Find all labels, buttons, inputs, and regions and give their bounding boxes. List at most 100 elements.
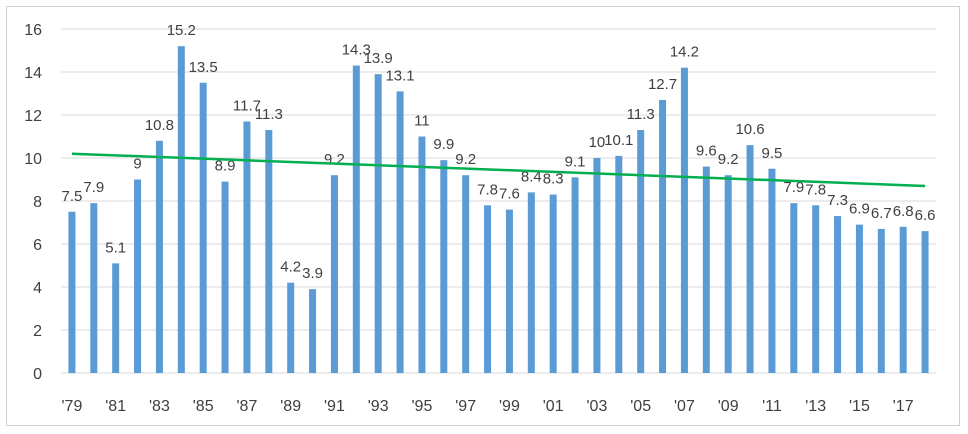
bar [330,175,338,373]
bar [615,155,623,373]
x-tick-label: '07 [674,398,695,415]
data-label: 14.3 [342,42,371,59]
bar [812,205,820,373]
x-tick-label: '95 [412,398,433,415]
data-label: 9.2 [718,151,739,168]
x-tick-label: '01 [543,398,564,415]
bar [921,231,929,373]
bar [396,91,404,373]
data-label: 7.3 [827,192,848,209]
bar [309,289,317,373]
data-label: 11.3 [627,106,655,123]
bar [680,67,688,373]
bar [549,194,557,373]
bar [484,205,492,373]
bar [462,175,470,373]
data-label: 3.9 [302,265,323,282]
data-label: 10.6 [735,121,764,138]
x-tick-label: '97 [455,398,476,415]
data-label: 7.9 [783,179,804,196]
bar [877,228,885,373]
data-label: 8.4 [521,168,542,185]
x-tick-label: '87 [237,398,258,415]
x-tick-label: '93 [368,398,389,415]
bar [593,158,601,373]
data-label: 5.1 [105,239,126,256]
data-label: 9.6 [696,143,717,160]
bar [221,181,229,373]
data-label: 9.1 [565,153,586,170]
bar [834,216,842,373]
data-label: 7.8 [805,181,826,198]
data-label: 7.8 [477,181,498,198]
data-label: 11.7 [233,97,261,114]
bar [112,263,120,373]
bar [418,136,426,373]
data-label: 6.7 [871,205,892,222]
bar [177,46,185,373]
bar [155,140,163,373]
x-tick-label: '13 [805,398,826,415]
y-tick-label: 4 [33,280,42,297]
y-tick-label: 14 [24,65,42,82]
x-tick-label: '09 [718,398,739,415]
chart-area [6,6,960,426]
data-label: 11 [414,113,430,130]
data-label: 4.2 [280,259,301,276]
data-label: 14.2 [670,44,699,61]
bar [746,145,754,373]
data-label: 10.1 [604,132,633,149]
bar [199,82,207,373]
data-label: 7.9 [83,179,104,196]
bar [790,203,798,373]
x-tick-label: '05 [630,398,651,415]
data-label: 12.7 [648,76,677,93]
y-tick-label: 0 [33,366,42,383]
bar [90,203,98,373]
bar [440,160,448,373]
bar [352,65,360,374]
y-tick-label: 12 [24,108,42,125]
y-tick-label: 8 [33,194,42,211]
bar [527,192,535,373]
data-label: 8.9 [215,158,236,175]
bar [899,226,907,373]
data-label: 8.3 [543,171,564,188]
bar [134,179,142,373]
bar [702,166,710,373]
x-tick-label: '17 [893,398,914,415]
bar [505,209,513,373]
x-tick-label: '83 [149,398,170,415]
data-label: 6.8 [893,203,914,220]
bar [855,224,863,373]
data-label: 13.1 [385,67,414,84]
bar [68,211,76,373]
bar [571,177,579,373]
x-tick-label: '79 [62,398,83,415]
data-label: 9.2 [455,151,476,168]
data-label: 6.6 [915,207,936,224]
bar [637,130,645,373]
x-tick-label: '89 [280,398,301,415]
bar [243,121,251,373]
bar [768,168,776,373]
data-label: 7.6 [499,186,520,203]
data-label: 10.8 [145,117,174,134]
data-label: 9.5 [762,145,783,162]
bar [724,175,732,373]
data-label: 6.9 [849,201,870,218]
data-label: 11.3 [255,106,283,123]
x-tick-label: '91 [324,398,345,415]
y-tick-label: 16 [24,22,42,39]
x-tick-label: '03 [587,398,608,415]
data-label: 13.9 [364,50,393,67]
data-label: 15.2 [167,22,196,39]
x-tick-label: '99 [499,398,520,415]
x-tick-label: '11 [762,398,782,415]
x-tick-label: '85 [193,398,214,415]
trendline [71,152,926,188]
x-tick-label: '15 [849,398,870,415]
data-label: 13.5 [189,59,218,76]
data-label: 9.2 [324,151,345,168]
